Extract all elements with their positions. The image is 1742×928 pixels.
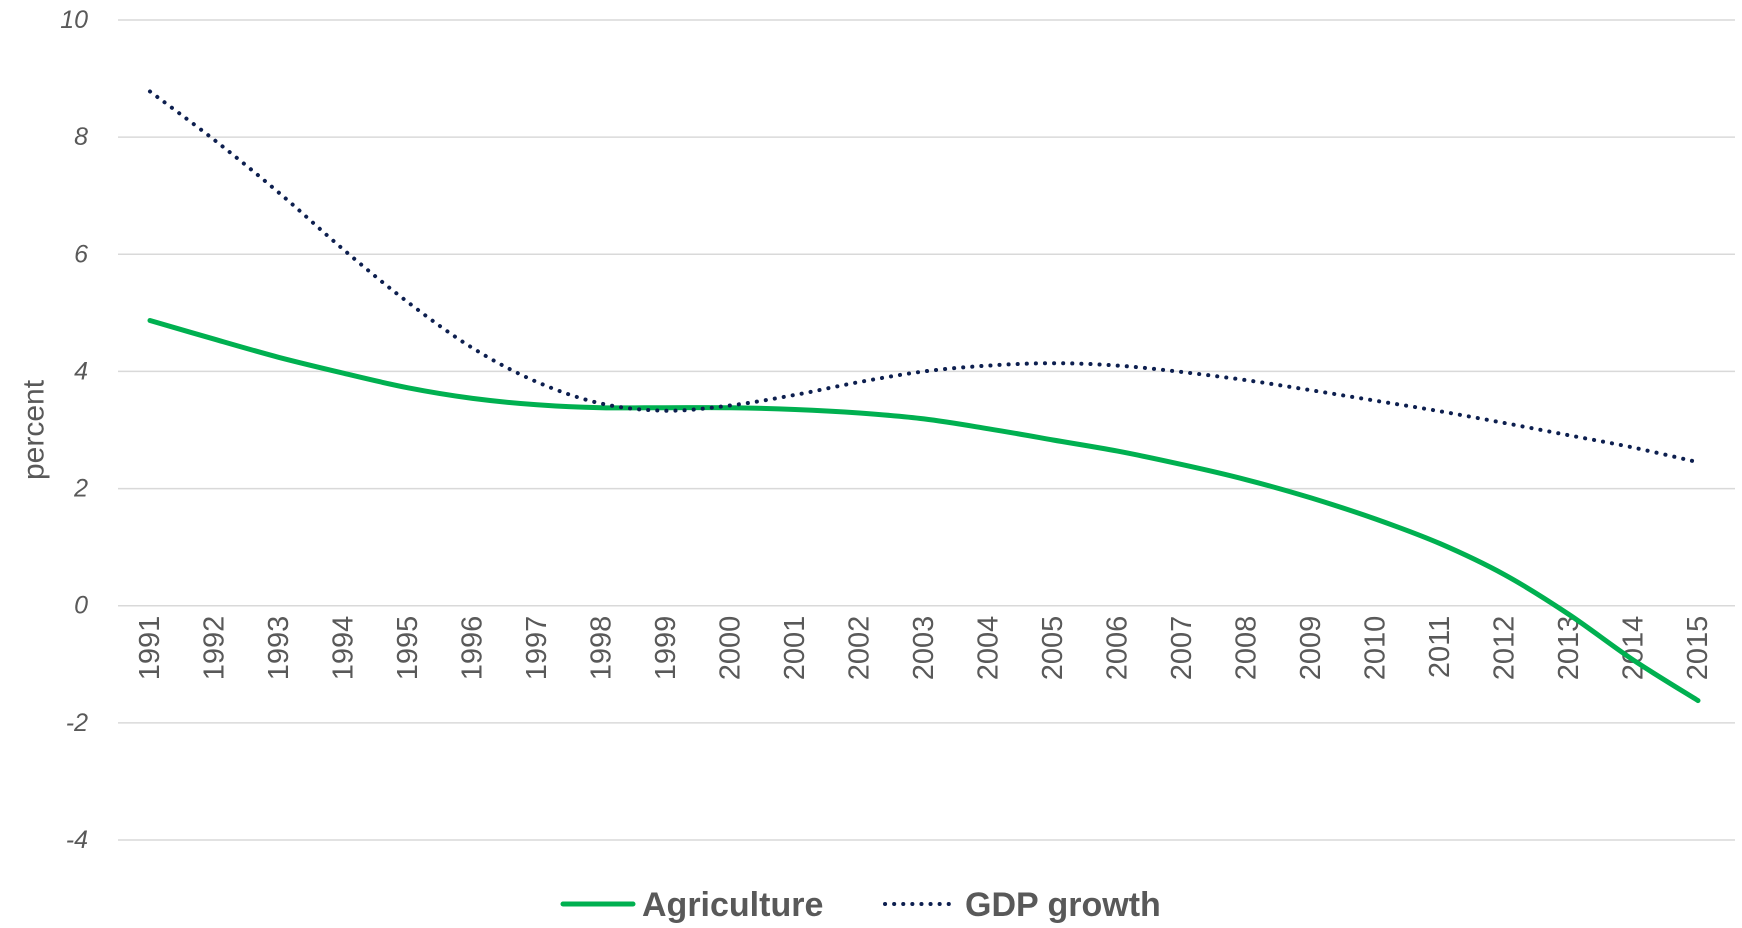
- legend-label-agriculture: Agriculture: [642, 886, 823, 924]
- y-tick-label: -2: [66, 709, 88, 737]
- series-line-gdp-growth: [148, 89, 1700, 465]
- y-axis-ticks: -4 -2 0 2 4 6 8 10: [60, 6, 88, 854]
- x-axis-ticks: 1991 1992 1993 1994 1995 1996 1997 1998 1999 2000…: [134, 616, 1714, 681]
- x-tick-label: 2006: [1102, 616, 1134, 681]
- y-tick-label: 2: [73, 475, 88, 503]
- x-tick-label: 2015: [1682, 616, 1714, 681]
- y-tick-label: 0: [74, 592, 88, 620]
- x-tick-label: 2014: [1618, 616, 1650, 681]
- x-tick-label: 2011: [1424, 616, 1456, 678]
- x-tick-label: 1996: [457, 616, 489, 681]
- x-tick-label: 2003: [908, 616, 940, 681]
- gridlines: [118, 19, 1735, 841]
- x-tick-label: 2000: [715, 616, 747, 681]
- x-tick-label: 1997: [521, 616, 553, 681]
- x-tick-label: 1992: [199, 616, 231, 681]
- x-tick-label: 2008: [1231, 616, 1263, 681]
- legend-label-gdp-growth: GDP growth: [965, 886, 1161, 924]
- x-tick-label: 2002: [844, 616, 876, 681]
- x-tick-label: 2013: [1553, 616, 1585, 681]
- x-tick-label: 2012: [1489, 616, 1521, 681]
- series-line-agriculture: [147, 318, 1701, 704]
- x-tick-label: 1995: [392, 616, 424, 681]
- series-lines: [147, 89, 1701, 704]
- x-tick-label: 2010: [1360, 616, 1392, 681]
- x-tick-label: 2004: [973, 616, 1005, 681]
- x-tick-label: 2005: [1037, 616, 1069, 681]
- x-tick-label: 2007: [1166, 616, 1198, 681]
- x-tick-label: 1999: [650, 616, 682, 681]
- y-tick-label: -4: [66, 826, 88, 854]
- y-tick-label: 6: [74, 240, 88, 268]
- x-tick-label: 1993: [263, 616, 295, 681]
- x-tick-label: 2009: [1295, 616, 1327, 681]
- y-axis-label: percent: [18, 379, 51, 480]
- x-tick-label: 2001: [779, 616, 811, 681]
- y-tick-label: 10: [60, 6, 88, 34]
- x-tick-label: 1994: [328, 616, 360, 681]
- legend: Agriculture GDP growth: [560, 886, 1161, 924]
- y-tick-label: 8: [74, 123, 88, 151]
- x-tick-label: 1998: [586, 616, 618, 681]
- y-tick-label: 4: [74, 357, 88, 385]
- x-tick-label: 1991: [134, 616, 166, 681]
